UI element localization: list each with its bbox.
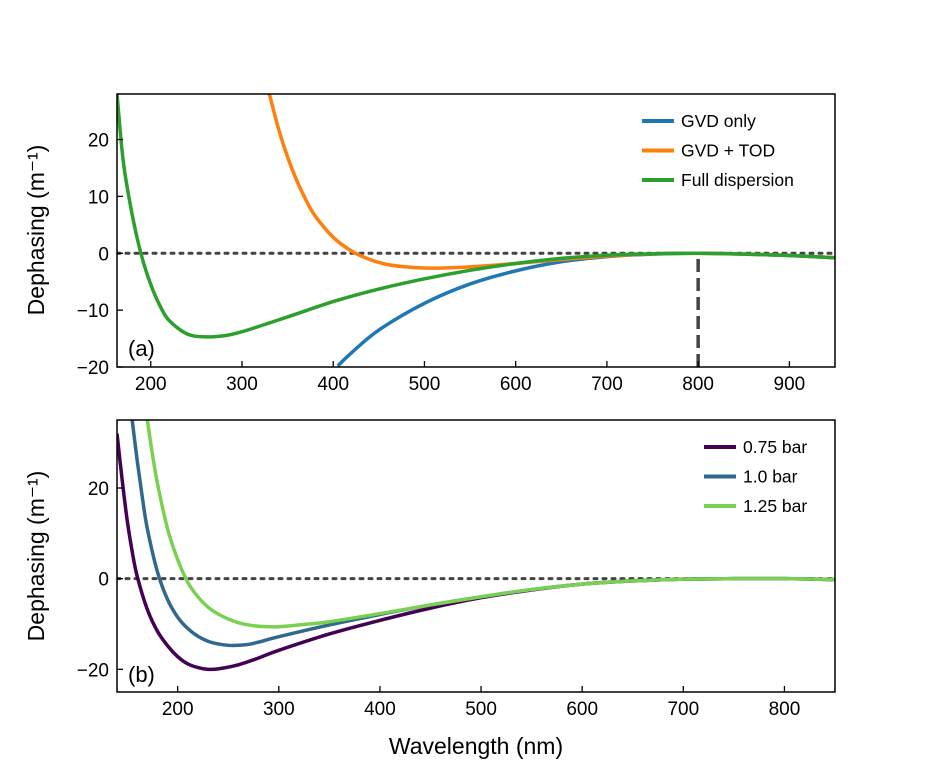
- panel-a-legend-label: GVD only: [681, 111, 756, 131]
- panel-b: 200 300 400 500 600 700 800 −20 0 20 (b) Dephasi…: [23, 419, 836, 759]
- panel-b-legend-label: 1.25 bar: [743, 496, 807, 516]
- panel-b-x-tick-label: 300: [263, 699, 295, 720]
- panel-a-y-tick-label: −20: [77, 358, 109, 379]
- panel-b-x-tick-label: 800: [769, 699, 801, 720]
- panel-b-series-line-0: [117, 433, 835, 672]
- panel-a-tag: (a): [128, 336, 155, 361]
- panel-a-x-tick-label: 800: [682, 374, 714, 395]
- panel-a-x-tick-label: 400: [317, 374, 349, 395]
- panel-b-x-tick-label: 600: [566, 699, 598, 720]
- panel-a-x-ticks: 200 300 400 500 600 700 800 900: [135, 361, 805, 395]
- panel-a-x-tick-label: 500: [409, 374, 441, 395]
- panel-b-legend-label: 0.75 bar: [743, 437, 807, 457]
- panel-a-legend: GVD only GVD + TOD Full dispersion: [642, 111, 794, 190]
- panel-a-series-line-0: [336, 251, 835, 367]
- panel-a-y-ticks: −20 −10 0 10 20: [77, 131, 123, 379]
- panel-a-x-tick-label: 600: [500, 374, 532, 395]
- panel-b-series-line-2: [145, 420, 835, 629]
- panel-a-frame: [116, 93, 836, 368]
- panel-b-y-tick-label: 0: [98, 570, 109, 591]
- panel-a-series: [117, 94, 835, 367]
- panel-a-y-axis-label: Dephasing (m⁻¹): [23, 145, 49, 316]
- panel-a-legend-label: GVD + TOD: [681, 141, 775, 161]
- panel-a-x-tick-label: 300: [226, 374, 258, 395]
- panel-a-y-tick-label: 10: [88, 187, 109, 208]
- panel-a: 200 300 400 500 600 700 800 900 −20 −10 0 10 20 (a)…: [23, 93, 836, 395]
- panel-a-y-tick-label: 0: [98, 244, 109, 265]
- panel-b-x-tick-label: 400: [364, 699, 396, 720]
- panel-a-y-tick-label: 20: [88, 131, 109, 152]
- panel-a-x-tick-label: 900: [774, 374, 806, 395]
- panel-b-legend: 0.75 bar 1.0 bar 1.25 bar: [704, 437, 807, 516]
- panel-b-legend-label: 1.0 bar: [743, 467, 798, 487]
- panel-b-x-axis-label: Wavelength (nm): [389, 733, 563, 759]
- panel-b-x-ticks: 200 300 400 500 600 700 800: [162, 686, 800, 720]
- panel-b-y-axis-label: Dephasing (m⁻¹): [23, 471, 49, 642]
- panel-b-tag: (b): [128, 662, 155, 687]
- panel-b-x-tick-label: 700: [667, 699, 699, 720]
- panel-b-y-ticks: −20 0 20: [77, 479, 123, 681]
- panel-b-x-tick-label: 200: [162, 699, 194, 720]
- panel-b-frame: [116, 419, 836, 693]
- panel-b-series-line-1: [130, 420, 835, 648]
- panel-b-y-tick-label: 20: [88, 479, 109, 500]
- panel-a-series-line-2: [117, 94, 835, 339]
- panel-a-y-tick-label: −10: [77, 301, 109, 322]
- panel-a-legend-label: Full dispersion: [681, 170, 794, 190]
- panel-a-x-tick-label: 700: [591, 374, 623, 395]
- panel-a-x-tick-label: 200: [135, 374, 167, 395]
- panel-b-series: [117, 420, 835, 672]
- panel-b-y-tick-label: −20: [77, 660, 109, 681]
- panel-b-x-tick-label: 500: [465, 699, 497, 720]
